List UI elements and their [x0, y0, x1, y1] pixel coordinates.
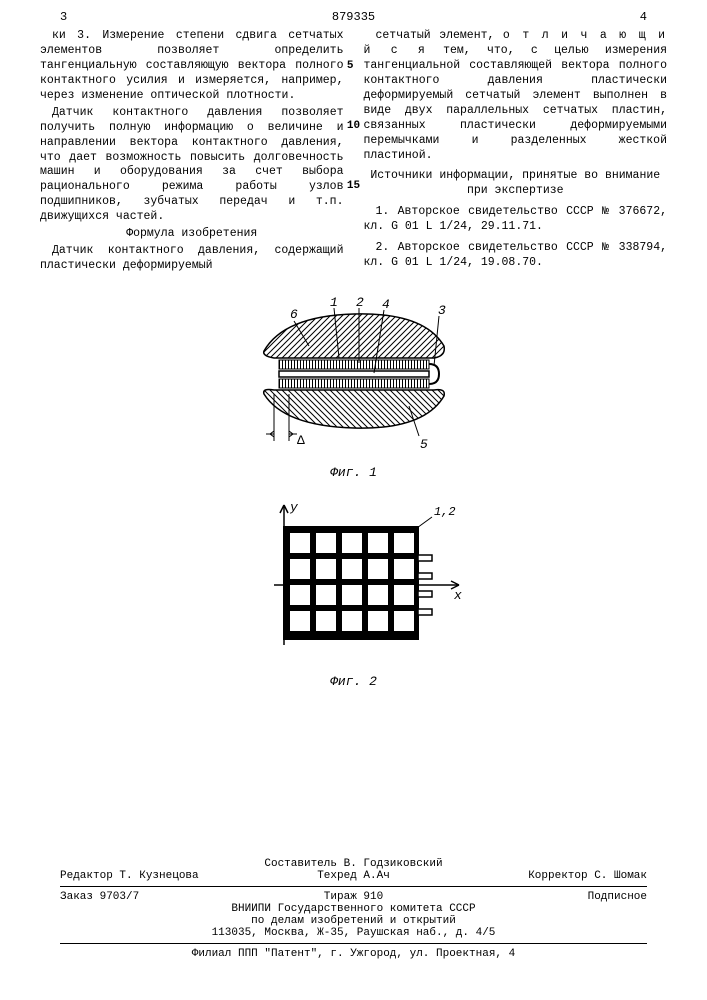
marker: 15: [347, 180, 360, 192]
callout: 5: [420, 437, 428, 452]
text-columns: ки 3. Измерение степени сдвига сетчатых …: [0, 29, 707, 276]
editor: Редактор Т. Кузнецова: [60, 870, 256, 882]
callout: 4: [382, 297, 390, 312]
axis-x-label: x: [453, 588, 462, 603]
para: Датчик контактного давления позволяет по…: [40, 106, 344, 226]
column-left: ки 3. Измерение степени сдвига сетчатых …: [40, 29, 344, 276]
footer-credits: Редактор Т. Кузнецова Техред А.Ач Коррек…: [60, 870, 647, 882]
page: 3 879335 4 ки 3. Измерение степени сдвиг…: [0, 0, 707, 1000]
fig1-label: Фиг. 1: [0, 465, 707, 480]
line-markers: 5 10 15: [347, 60, 360, 192]
delta-label: Δ: [297, 433, 305, 448]
column-right: сетчатый элемент, о т л и ч а ю щ и й с …: [364, 29, 668, 276]
text: сетчатый элемент,: [376, 29, 503, 42]
callout: 2: [356, 296, 364, 310]
order: Заказ 9703/7: [60, 891, 256, 903]
sources-title: Источники информации, принятые во вниман…: [364, 169, 668, 199]
reference: 2. Авторское свидетельство СССР № 338794…: [364, 241, 668, 271]
address1: 113035, Москва, Ж-35, Раушская наб., д. …: [60, 927, 647, 939]
header: 3 879335 4: [0, 0, 707, 29]
org2: по делам изобретений и открытий: [60, 915, 647, 927]
figures: 6 1 2 4 3 5 Δ Фиг. 1 y x: [0, 296, 707, 689]
marker: 5: [347, 60, 360, 72]
patent-number: 879335: [67, 10, 640, 24]
callout: 6: [290, 307, 298, 322]
figure-1-svg: 6 1 2 4 3 5 Δ: [224, 296, 484, 456]
callout: 1,2: [434, 505, 456, 519]
page-right: 4: [640, 10, 647, 24]
compiler: Составитель В. Годзиковский: [60, 858, 647, 870]
techred: Техред А.Ач: [256, 870, 452, 882]
footer-order: Заказ 9703/7 Тираж 910 Подписное: [60, 891, 647, 903]
podpisnoe: Подписное: [451, 891, 647, 903]
marker: 10: [347, 120, 360, 132]
corrector: Корректор С. Шомак: [451, 870, 647, 882]
page-left: 3: [60, 10, 67, 24]
para: сетчатый элемент, о т л и ч а ю щ и й с …: [364, 29, 668, 163]
para: ки 3. Измерение степени сдвига сетчатых …: [40, 29, 344, 104]
callout: 3: [438, 303, 446, 318]
para: Датчик контактного давления, содержащий …: [40, 244, 344, 274]
callout: 1: [330, 296, 338, 310]
reference: 1. Авторское свидетельство СССР № 376672…: [364, 205, 668, 235]
footer: Составитель В. Годзиковский Редактор Т. …: [60, 858, 647, 960]
axis-y-label: y: [289, 500, 299, 515]
fig2-label: Фиг. 2: [0, 674, 707, 689]
text: тем, что, с целью измерения тангенциальн…: [364, 44, 668, 162]
figure-2-svg: y x 1,2: [234, 495, 474, 665]
org1: ВНИИПИ Государственного комитета СССР: [60, 903, 647, 915]
divider: [60, 943, 647, 944]
filial: Филиал ППП "Патент", г. Ужгород, ул. Про…: [60, 948, 647, 960]
formula-title: Формула изобретения: [40, 227, 344, 242]
divider: [60, 886, 647, 887]
tirazh: Тираж 910: [256, 891, 452, 903]
